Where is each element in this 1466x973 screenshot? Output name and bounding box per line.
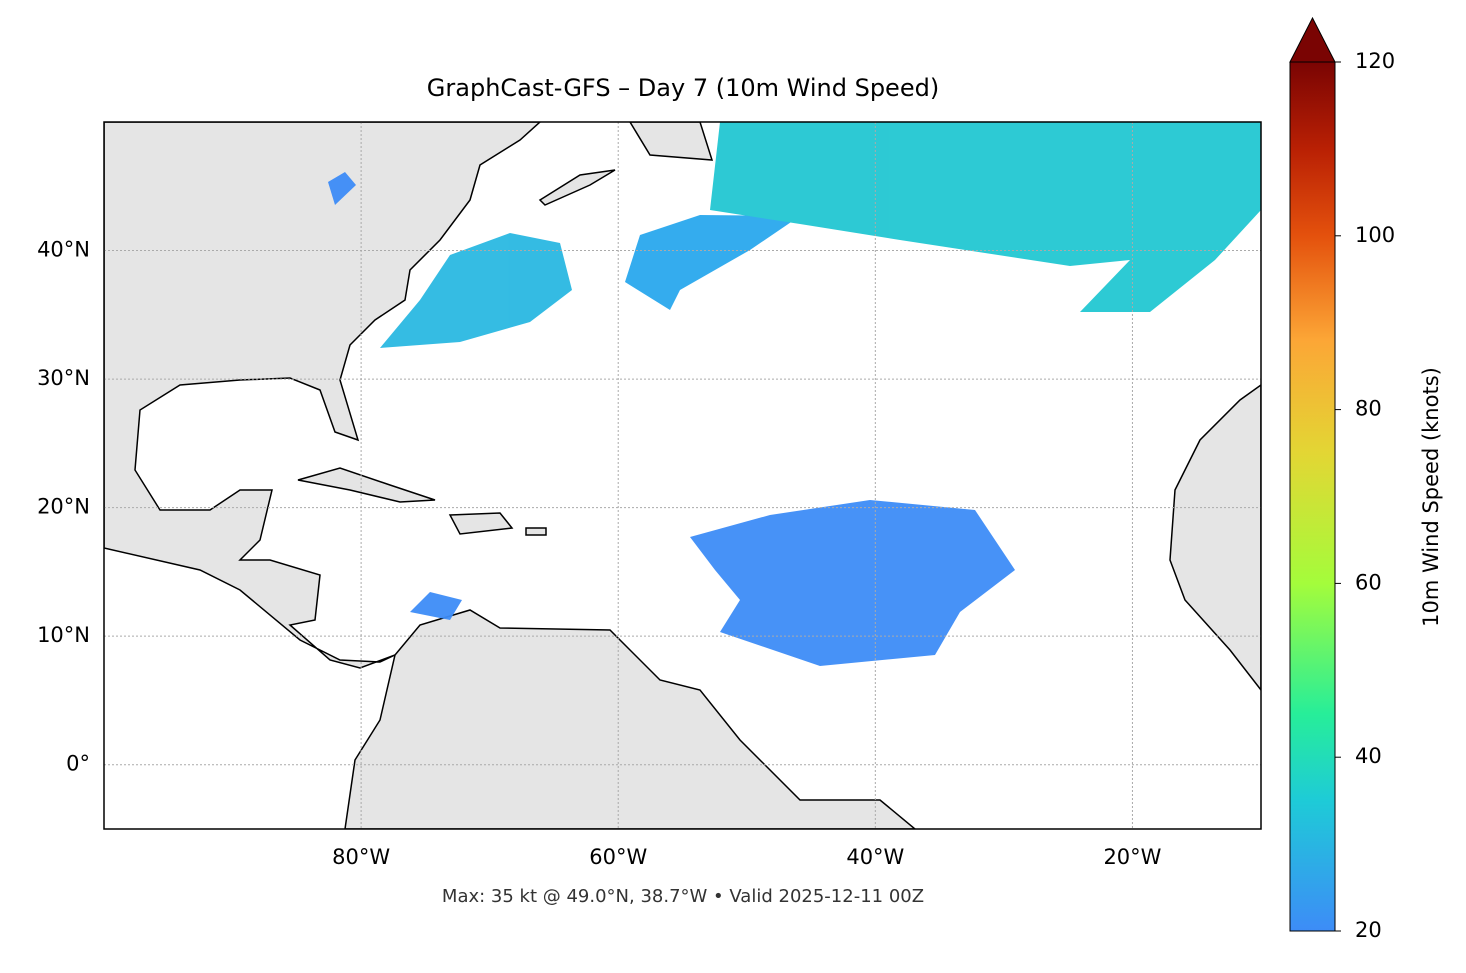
colorbar-label: 10m Wind Speed (knots)	[1419, 367, 1443, 627]
footer: Max: 35 kt @ 49.0°N, 38.7°W • Valid 2025…	[442, 886, 924, 907]
map-area	[104, 122, 1261, 829]
x-tick-label: 20°W	[1103, 845, 1161, 869]
colorbar-tick-label: 40	[1355, 744, 1382, 768]
map-frame	[103, 121, 1262, 830]
south-america	[344, 609, 917, 829]
colorbar-tick-label: 60	[1355, 570, 1382, 594]
colorbar-tick-label: 80	[1355, 397, 1382, 421]
north-america	[104, 122, 542, 669]
wind-field	[328, 122, 1261, 666]
colorbar-tick-label: 120	[1355, 49, 1395, 73]
x-tick-label: 80°W	[332, 845, 390, 869]
africa	[1169, 384, 1261, 692]
cuba	[297, 467, 436, 503]
y-tick-label: 10°N	[37, 623, 90, 647]
wind-region	[625, 215, 800, 310]
colorbar-extend	[1289, 16, 1336, 63]
puerto-rico	[525, 527, 547, 536]
wind-region	[380, 233, 572, 348]
colorbar-tick-label: 100	[1355, 223, 1395, 247]
y-tick-label: 20°N	[37, 495, 90, 519]
newfoundland	[629, 122, 714, 161]
wind-region	[690, 500, 1015, 666]
hispaniola	[448, 512, 514, 535]
nova-scotia	[538, 169, 616, 206]
wind-region	[328, 172, 356, 205]
wind-region	[710, 122, 1261, 312]
x-tick-label: 40°W	[846, 845, 904, 869]
colorbar	[1289, 61, 1336, 932]
chart-title: GraphCast-GFS – Day 7 (10m Wind Speed)	[427, 74, 939, 102]
wind-region	[410, 592, 462, 620]
y-tick-label: 40°N	[37, 238, 90, 262]
y-tick-label: 30°N	[37, 366, 90, 390]
y-tick-label: 0°	[66, 752, 90, 776]
x-tick-label: 60°W	[589, 845, 647, 869]
colorbar-tick-label: 20	[1355, 918, 1382, 942]
